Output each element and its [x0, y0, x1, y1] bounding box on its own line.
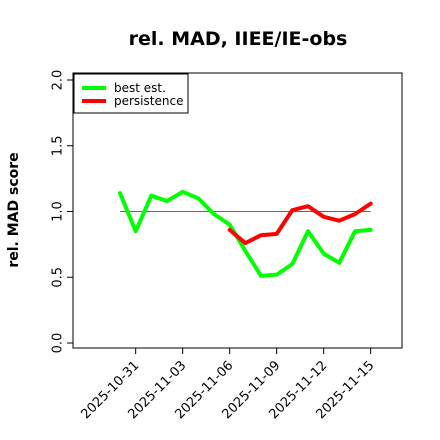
y-tick-label: 0.5	[51, 267, 66, 288]
y-tick-label: 0.0	[51, 333, 66, 354]
legend-label: best est.	[114, 81, 166, 95]
y-tick-label: 1.5	[51, 135, 66, 156]
series-line-best-est	[118, 189, 373, 278]
y-tick-label: 2.0	[51, 70, 66, 91]
legend: best est.persistence	[73, 73, 189, 114]
series-line-persistence	[227, 201, 373, 246]
legend-box	[73, 73, 189, 114]
series-group	[118, 189, 373, 278]
y-axis-label: rel. MAD score	[6, 152, 22, 267]
plot-frame	[72, 72, 403, 349]
chart-title: rel. MAD, IIEE/IE-obs	[129, 28, 348, 50]
y-axis: 0.0 0.5 1.0 1.5 2.0	[51, 70, 73, 354]
y-tick-label: 1.0	[51, 201, 66, 222]
legend-label: persistence	[114, 94, 183, 108]
x-axis: 2025-10-312025-11-032025-11-062025-11-09…	[78, 348, 377, 422]
